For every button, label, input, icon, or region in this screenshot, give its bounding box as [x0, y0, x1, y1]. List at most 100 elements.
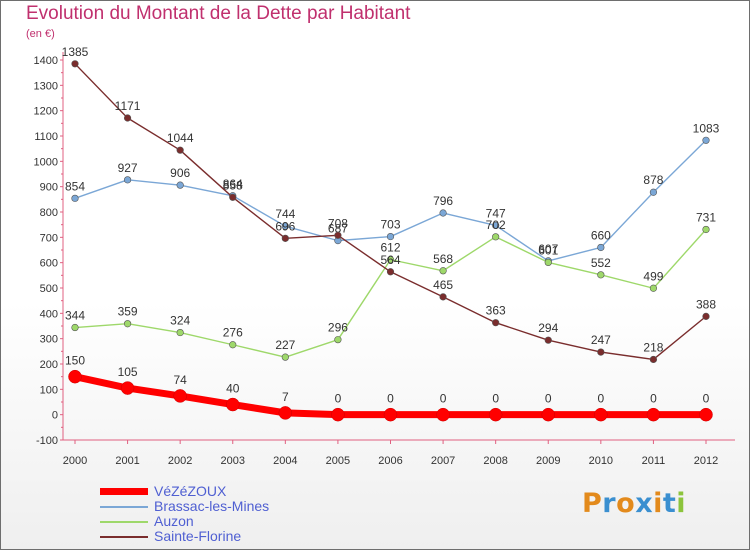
y-tick-label: 800: [40, 207, 58, 219]
data-point: [544, 336, 552, 344]
data-label: 0: [597, 392, 604, 406]
data-label: 864: [223, 177, 243, 191]
data-label: 324: [170, 314, 190, 328]
data-point: [597, 243, 605, 252]
data-point: [597, 271, 605, 279]
data-label: 363: [486, 304, 506, 318]
data-point: [488, 407, 503, 422]
x-tick-label: 2010: [589, 455, 613, 467]
data-point: [649, 355, 658, 364]
data-point: [176, 146, 184, 154]
y-tick-label: 1300: [34, 80, 58, 92]
data-point: [439, 293, 447, 301]
data-label: 344: [65, 309, 85, 323]
data-label: 708: [328, 216, 348, 230]
data-label: 0: [335, 392, 342, 406]
logo-letter: o: [616, 488, 636, 519]
x-tick-label: 2002: [168, 455, 192, 467]
data-label: 74: [173, 373, 187, 387]
x-tick-label: 2006: [378, 455, 402, 467]
x-tick-label: 2007: [431, 455, 455, 467]
data-point: [71, 194, 79, 202]
legend-swatch: [100, 506, 148, 508]
data-point: [541, 407, 555, 422]
data-point: [281, 222, 289, 230]
data-label: 568: [433, 252, 453, 266]
data-label: 687: [328, 222, 348, 236]
data-label: 388: [696, 297, 716, 311]
x-tick-label: 2004: [273, 455, 297, 467]
chart-title: Evolution du Montant de la Dette par Hab…: [26, 3, 411, 24]
data-point: [120, 381, 135, 395]
x-tick-label: 2009: [536, 455, 560, 467]
data-point: [439, 209, 447, 217]
data-point: [492, 319, 500, 327]
data-point: [278, 406, 293, 420]
data-label: 660: [591, 228, 611, 242]
data-point: [699, 407, 713, 422]
x-tick-label: 2011: [642, 455, 666, 467]
x-tick-label: 2005: [326, 455, 350, 467]
data-label: 564: [380, 253, 400, 267]
data-label: 878: [643, 173, 663, 187]
data-label: 0: [650, 392, 657, 406]
data-point: [334, 336, 342, 344]
x-tick-label: 2008: [483, 455, 507, 467]
data-label: 105: [118, 365, 138, 379]
data-label: 227: [275, 338, 295, 352]
data-point: [386, 268, 395, 276]
logo-letter: P: [582, 488, 603, 519]
legend-label: Auzon: [154, 513, 194, 529]
data-label: 499: [643, 269, 663, 283]
logo-letter: t: [662, 488, 677, 519]
legend-swatch: [100, 488, 148, 495]
data-label: 601: [538, 243, 558, 257]
data-point: [281, 234, 289, 242]
data-point: [331, 407, 345, 422]
data-label: 607: [538, 242, 558, 256]
unit-label: (en €): [26, 28, 55, 40]
data-label: 276: [223, 326, 243, 340]
logo-letter: x: [635, 488, 654, 519]
y-tick-label: 900: [40, 182, 58, 194]
y-tick-label: 400: [40, 308, 58, 320]
y-tick-label: 500: [40, 283, 58, 295]
y-tick-label: -100: [36, 435, 58, 447]
data-label: 465: [433, 278, 453, 292]
data-label: 854: [65, 179, 85, 193]
data-point: [702, 225, 710, 234]
data-point: [229, 341, 237, 349]
data-label: 0: [440, 392, 447, 406]
data-label: 0: [387, 392, 394, 406]
data-point: [226, 397, 240, 412]
data-point: [229, 193, 237, 201]
y-tick-label: 100: [40, 384, 58, 396]
data-label: 150: [65, 354, 85, 368]
legend-label: Brassac-les-Mines: [154, 498, 270, 514]
data-point: [173, 389, 187, 403]
data-label: 218: [643, 340, 663, 354]
data-point: [71, 60, 79, 68]
y-tick-label: 600: [40, 258, 58, 270]
data-point: [544, 258, 552, 267]
data-point: [281, 353, 289, 361]
data-point: [649, 188, 658, 196]
data-label: 702: [486, 218, 506, 232]
data-label: 296: [328, 321, 348, 335]
data-point: [123, 176, 132, 184]
y-tick-label: 1100: [34, 131, 58, 143]
data-point: [123, 320, 132, 328]
data-label: 0: [492, 392, 499, 406]
x-tick-label: 2000: [63, 455, 87, 467]
data-point: [702, 136, 710, 144]
y-tick-label: 1000: [34, 156, 58, 168]
x-tick-label: 2003: [221, 455, 245, 467]
data-point: [436, 407, 450, 422]
logo-letter: i: [653, 488, 663, 519]
data-label: 1171: [115, 99, 141, 113]
data-point: [439, 267, 447, 275]
y-tick-label: 200: [40, 359, 58, 371]
data-label: 796: [433, 194, 453, 208]
data-label: 359: [118, 305, 138, 319]
